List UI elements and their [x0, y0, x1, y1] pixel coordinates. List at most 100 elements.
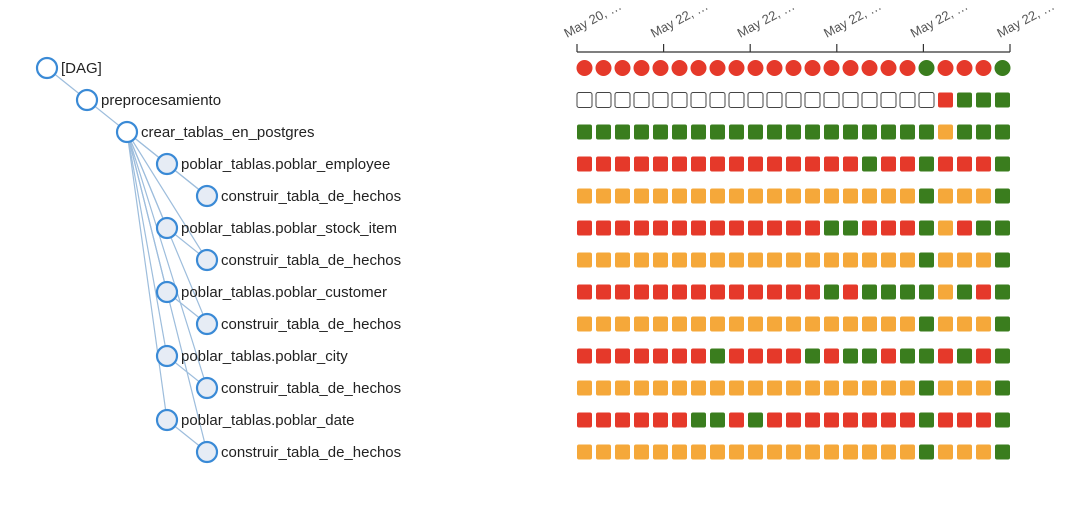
task-instance-cell[interactable] — [957, 284, 972, 300]
task-instance-cell[interactable] — [748, 412, 763, 428]
task-instance-cell[interactable] — [938, 316, 953, 332]
task-node-construir-tabla-de-hechos[interactable]: construir_tabla_de_hechos — [195, 312, 401, 336]
task-instance-cell[interactable] — [634, 284, 649, 300]
task-instance-cell[interactable] — [881, 316, 896, 332]
task-instance-cell[interactable] — [710, 348, 725, 364]
task-instance-cell[interactable] — [653, 220, 668, 236]
task-instance-cell[interactable] — [690, 92, 707, 108]
task-instance-cell[interactable] — [786, 188, 801, 204]
task-instance-cell[interactable] — [995, 252, 1010, 268]
task-instance-cell[interactable] — [804, 92, 821, 108]
task-instance-cell[interactable] — [691, 252, 706, 268]
task-instance-cell[interactable] — [881, 444, 896, 460]
task-instance-cell[interactable] — [672, 412, 687, 428]
task-node-circle-icon[interactable] — [195, 440, 219, 464]
dag-run-dot[interactable] — [861, 60, 878, 76]
task-instance-cell[interactable] — [842, 92, 859, 108]
task-instance-cell[interactable] — [957, 380, 972, 396]
task-instance-cell[interactable] — [995, 316, 1010, 332]
task-instance-cell[interactable] — [823, 92, 840, 108]
task-instance-cell[interactable] — [862, 284, 877, 300]
task-node-circle-icon[interactable] — [195, 248, 219, 272]
task-instance-cell[interactable] — [861, 92, 878, 108]
task-instance-cell[interactable] — [596, 348, 611, 364]
task-instance-cell[interactable] — [767, 156, 782, 172]
task-node-dag[interactable]: [DAG] — [35, 56, 102, 80]
task-instance-cell[interactable] — [976, 124, 991, 140]
dag-run-dot[interactable] — [785, 60, 802, 76]
task-instance-cell[interactable] — [634, 412, 649, 428]
task-instance-cell[interactable] — [843, 412, 858, 428]
task-instance-cell[interactable] — [805, 412, 820, 428]
task-node-construir-tabla-de-hechos[interactable]: construir_tabla_de_hechos — [195, 376, 401, 400]
task-instance-cell[interactable] — [995, 284, 1010, 300]
task-instance-cell[interactable] — [728, 92, 745, 108]
task-instance-cell[interactable] — [976, 444, 991, 460]
task-instance-cell[interactable] — [957, 316, 972, 332]
task-instance-cell[interactable] — [938, 156, 953, 172]
dag-run-dot[interactable] — [956, 60, 973, 76]
task-instance-cell[interactable] — [995, 156, 1010, 172]
task-instance-cell[interactable] — [976, 316, 991, 332]
task-instance-cell[interactable] — [615, 412, 630, 428]
task-instance-cell[interactable] — [767, 444, 782, 460]
task-instance-cell[interactable] — [634, 188, 649, 204]
task-instance-cell[interactable] — [824, 444, 839, 460]
task-instance-cell[interactable] — [805, 124, 820, 140]
task-instance-cell[interactable] — [729, 252, 744, 268]
task-instance-cell[interactable] — [938, 412, 953, 428]
task-instance-cell[interactable] — [843, 124, 858, 140]
task-instance-cell[interactable] — [995, 92, 1010, 108]
task-instance-cell[interactable] — [786, 412, 801, 428]
task-instance-cell[interactable] — [976, 92, 991, 108]
task-instance-cell[interactable] — [577, 412, 592, 428]
task-instance-cell[interactable] — [843, 316, 858, 332]
task-instance-cell[interactable] — [577, 284, 592, 300]
task-instance-cell[interactable] — [957, 124, 972, 140]
task-instance-cell[interactable] — [862, 188, 877, 204]
task-node-crear-tablas-en-postgres[interactable]: crear_tablas_en_postgres — [115, 120, 314, 144]
task-instance-cell[interactable] — [615, 156, 630, 172]
task-instance-cell[interactable] — [653, 412, 668, 428]
task-instance-cell[interactable] — [938, 92, 953, 108]
task-instance-cell[interactable] — [843, 348, 858, 364]
task-instance-cell[interactable] — [633, 92, 650, 108]
task-instance-cell[interactable] — [653, 252, 668, 268]
task-instance-cell[interactable] — [900, 156, 915, 172]
task-instance-cell[interactable] — [710, 380, 725, 396]
task-instance-cell[interactable] — [634, 380, 649, 396]
task-instance-cell[interactable] — [881, 220, 896, 236]
task-instance-cell[interactable] — [653, 348, 668, 364]
task-instance-cell[interactable] — [691, 124, 706, 140]
task-instance-cell[interactable] — [767, 124, 782, 140]
task-instance-cell[interactable] — [824, 252, 839, 268]
task-instance-cell[interactable] — [805, 348, 820, 364]
task-instance-cell[interactable] — [767, 284, 782, 300]
task-instance-cell[interactable] — [824, 156, 839, 172]
task-instance-cell[interactable] — [710, 220, 725, 236]
task-instance-cell[interactable] — [767, 220, 782, 236]
task-instance-cell[interactable] — [577, 380, 592, 396]
task-instance-cell[interactable] — [691, 188, 706, 204]
task-instance-cell[interactable] — [919, 412, 934, 428]
task-node-circle-icon[interactable] — [155, 216, 179, 240]
task-instance-cell[interactable] — [577, 348, 592, 364]
task-node-poblar-tablas-poblar-city[interactable]: poblar_tablas.poblar_city — [155, 344, 348, 368]
task-instance-cell[interactable] — [881, 188, 896, 204]
task-instance-cell[interactable] — [748, 316, 763, 332]
task-instance-cell[interactable] — [805, 188, 820, 204]
task-instance-cell[interactable] — [824, 284, 839, 300]
task-instance-cell[interactable] — [710, 124, 725, 140]
task-instance-cell[interactable] — [919, 316, 934, 332]
dag-run-dot[interactable] — [595, 60, 612, 76]
task-instance-cell[interactable] — [767, 412, 782, 428]
task-instance-cell[interactable] — [881, 348, 896, 364]
task-instance-cell[interactable] — [900, 188, 915, 204]
task-instance-cell[interactable] — [957, 220, 972, 236]
task-instance-cell[interactable] — [824, 316, 839, 332]
task-instance-cell[interactable] — [595, 92, 612, 108]
dag-run-dot[interactable] — [766, 60, 783, 76]
task-instance-cell[interactable] — [976, 284, 991, 300]
task-instance-cell[interactable] — [615, 444, 630, 460]
task-node-circle-icon[interactable] — [115, 120, 139, 144]
